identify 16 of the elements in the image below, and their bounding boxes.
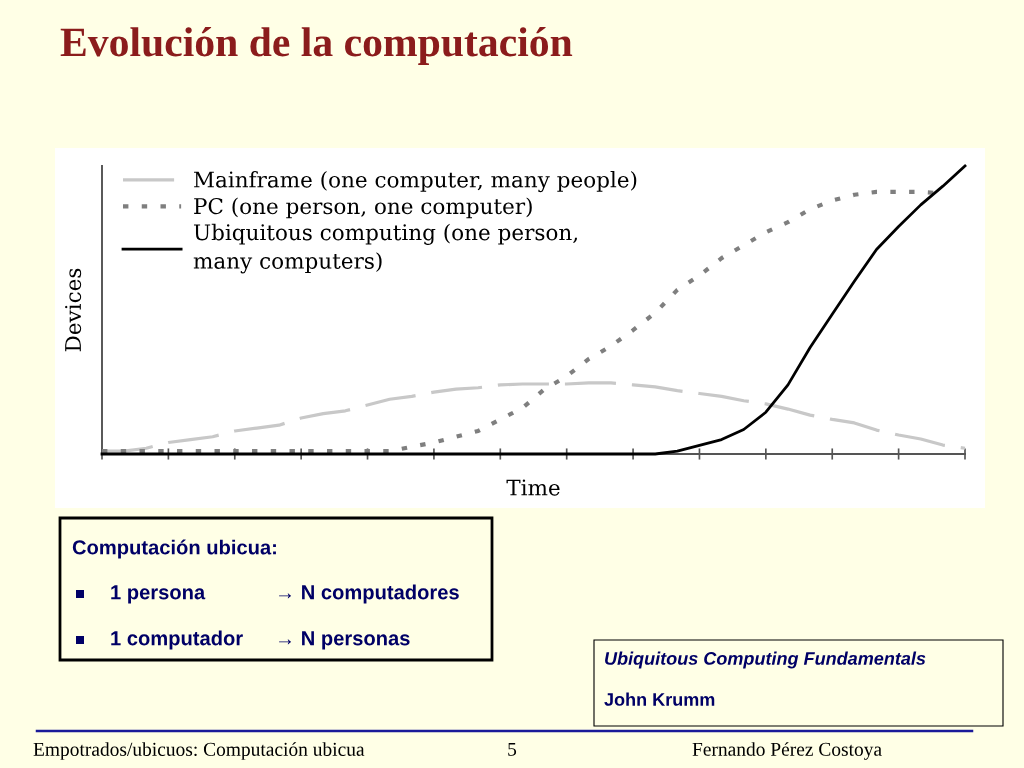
- text: Computación ubicua:: [72, 539, 276, 559]
- text: Empotrados/ubicuos: Computación ubicua: [33, 742, 365, 760]
- text: Fernando Pérez Costoya: [692, 742, 882, 760]
- text: → N personas: [279, 631, 410, 650]
- y-axis-title: Devices: [65, 268, 82, 352]
- text: Ubiquitous Computing Fundamentals: [605, 651, 926, 669]
- text: 5: [508, 742, 517, 756]
- legend-label: PC (one person, one computer): [194, 197, 532, 219]
- legend-label: Mainframe (one computer, many people): [194, 171, 637, 193]
- text: 1 computador: [111, 630, 243, 650]
- x-axis-title: Time: [506, 479, 560, 496]
- legend-label: Ubiquitous computing (one person, many computers): [193, 223, 578, 274]
- text: 1 persona: [111, 585, 206, 604]
- text: John Krumm: [604, 692, 715, 706]
- text: → N computadores: [279, 584, 459, 604]
- chart-title: Evolución de la computación: [60, 27, 573, 65]
